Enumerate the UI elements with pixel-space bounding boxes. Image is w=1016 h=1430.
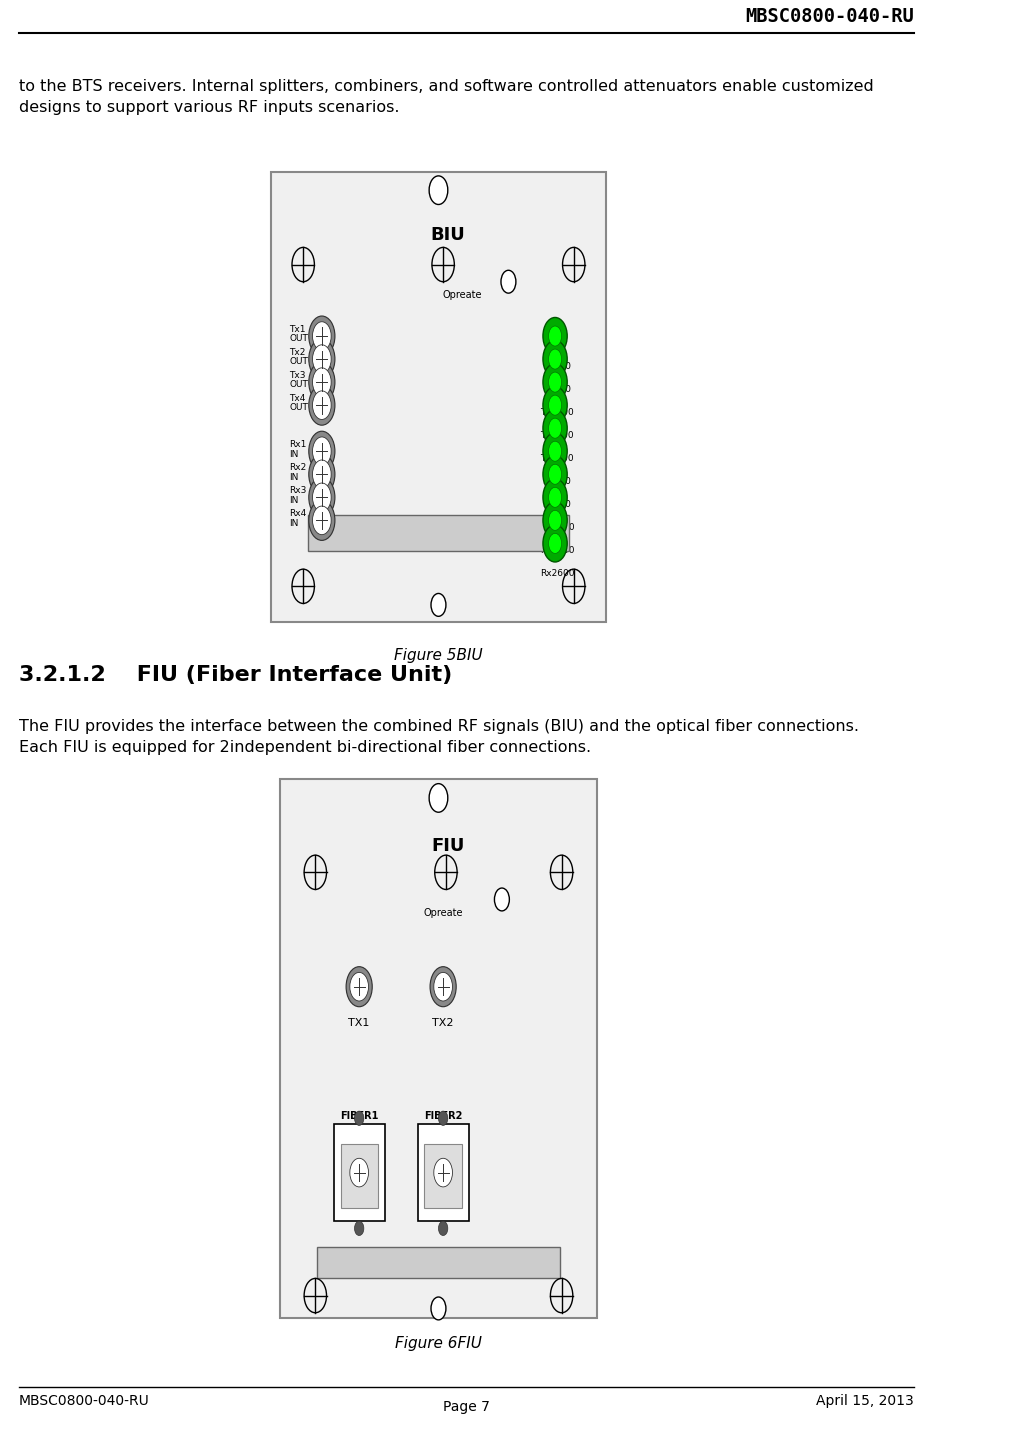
Text: MBSC0800-040-RU: MBSC0800-040-RU: [18, 1394, 149, 1409]
Circle shape: [439, 1111, 448, 1125]
Circle shape: [309, 316, 335, 356]
Text: Rx2600: Rx2600: [539, 569, 574, 578]
Circle shape: [543, 409, 567, 446]
Text: Rx2
IN: Rx2 IN: [290, 463, 307, 482]
Text: MBSC0800-040-RU: MBSC0800-040-RU: [746, 7, 914, 26]
Bar: [308, 515, 569, 551]
Circle shape: [543, 317, 567, 355]
Circle shape: [309, 500, 335, 541]
Circle shape: [313, 322, 331, 350]
Text: Rx4
IN: Rx4 IN: [290, 509, 307, 528]
Circle shape: [501, 270, 516, 293]
Circle shape: [549, 511, 562, 531]
Text: Tx1
OUT: Tx1 OUT: [290, 325, 308, 343]
Bar: [317, 1247, 560, 1278]
Text: April 15, 2013: April 15, 2013: [817, 1394, 914, 1409]
Text: Tx700: Tx700: [543, 362, 571, 370]
Circle shape: [549, 326, 562, 346]
Text: Tx4
OUT: Tx4 OUT: [290, 393, 308, 412]
Circle shape: [313, 460, 331, 489]
Circle shape: [439, 1221, 448, 1236]
Text: to the BTS receivers. Internal splitters, combiners, and software controlled att: to the BTS receivers. Internal splitters…: [18, 79, 874, 114]
Circle shape: [346, 967, 372, 1007]
Text: Figure 5BIU: Figure 5BIU: [394, 648, 483, 662]
Circle shape: [309, 478, 335, 518]
Text: 3.2.1.2    FIU (Fiber Interface Unit): 3.2.1.2 FIU (Fiber Interface Unit): [18, 665, 452, 685]
Text: Rx1900: Rx1900: [539, 523, 574, 532]
Circle shape: [309, 362, 335, 402]
Text: Tx2100: Tx2100: [541, 430, 574, 440]
Text: RX1: RX1: [347, 1204, 371, 1214]
Text: FIU: FIU: [431, 837, 464, 855]
Text: Tx2600: Tx2600: [541, 453, 574, 463]
Circle shape: [543, 479, 567, 516]
Circle shape: [430, 967, 456, 1007]
Circle shape: [549, 442, 562, 462]
Circle shape: [431, 1297, 446, 1320]
Circle shape: [313, 506, 331, 535]
Bar: [340, 1144, 378, 1208]
Circle shape: [431, 593, 446, 616]
Text: Opreate: Opreate: [442, 290, 482, 300]
Circle shape: [549, 533, 562, 553]
Text: Opreate: Opreate: [424, 908, 463, 918]
FancyBboxPatch shape: [279, 779, 597, 1318]
Circle shape: [549, 349, 562, 369]
Circle shape: [350, 1158, 369, 1187]
Circle shape: [346, 1153, 372, 1193]
Circle shape: [429, 784, 448, 812]
Text: Tx2
OUT: Tx2 OUT: [290, 347, 308, 366]
Circle shape: [543, 433, 567, 470]
Circle shape: [549, 372, 562, 392]
Text: FIBER2: FIBER2: [424, 1111, 462, 1121]
Text: Rx2100: Rx2100: [539, 546, 574, 555]
Circle shape: [495, 888, 509, 911]
Text: TX2: TX2: [433, 1018, 454, 1028]
Text: Rx1
IN: Rx1 IN: [290, 440, 307, 459]
Circle shape: [350, 972, 369, 1001]
Text: Rx700: Rx700: [543, 478, 571, 486]
Circle shape: [434, 972, 452, 1001]
Circle shape: [434, 1158, 452, 1187]
Circle shape: [543, 502, 567, 539]
Bar: [418, 1124, 469, 1221]
Circle shape: [313, 438, 331, 466]
Circle shape: [309, 385, 335, 425]
Circle shape: [549, 395, 562, 415]
Text: Tx1900: Tx1900: [541, 408, 574, 418]
Circle shape: [543, 363, 567, 400]
Text: RX2: RX2: [432, 1204, 454, 1214]
Circle shape: [313, 345, 331, 373]
Text: Rx3
IN: Rx3 IN: [290, 486, 307, 505]
Bar: [334, 1124, 385, 1221]
Text: Tx850: Tx850: [543, 385, 571, 393]
Text: Rx850: Rx850: [543, 500, 571, 509]
Circle shape: [313, 483, 331, 512]
Bar: [425, 1144, 462, 1208]
Circle shape: [543, 386, 567, 423]
Circle shape: [355, 1111, 364, 1125]
Text: Page 7: Page 7: [443, 1400, 490, 1414]
Text: BIU: BIU: [431, 226, 465, 245]
Circle shape: [355, 1221, 364, 1236]
Text: TX1: TX1: [348, 1018, 370, 1028]
Circle shape: [309, 339, 335, 379]
Text: FIBER1: FIBER1: [340, 1111, 378, 1121]
Circle shape: [549, 488, 562, 508]
Circle shape: [543, 456, 567, 493]
Circle shape: [429, 176, 448, 204]
Circle shape: [309, 455, 335, 495]
Circle shape: [549, 465, 562, 485]
Circle shape: [313, 368, 331, 396]
Circle shape: [549, 418, 562, 438]
Circle shape: [313, 390, 331, 419]
Circle shape: [430, 1153, 456, 1193]
FancyBboxPatch shape: [270, 172, 607, 622]
Text: Figure 6FIU: Figure 6FIU: [395, 1336, 482, 1350]
Circle shape: [543, 525, 567, 562]
Circle shape: [309, 432, 335, 472]
Circle shape: [543, 340, 567, 378]
Text: Tx3
OUT: Tx3 OUT: [290, 370, 308, 389]
Text: The FIU provides the interface between the combined RF signals (BIU) and the opt: The FIU provides the interface between t…: [18, 719, 859, 755]
